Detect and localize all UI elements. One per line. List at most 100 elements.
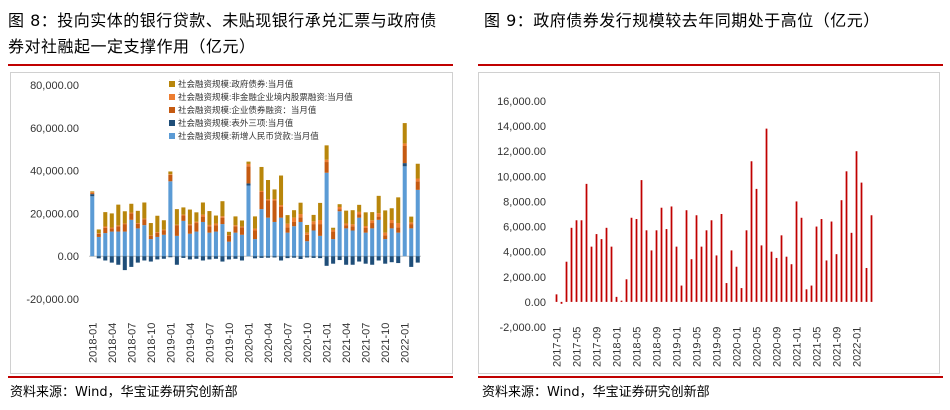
bar: [850, 232, 853, 302]
bar: [720, 214, 723, 302]
bar-segment-2: [148, 235, 153, 240]
bar-segment-1: [259, 256, 264, 258]
bar: [625, 279, 628, 302]
x-tick-label: 2019-01: [165, 323, 177, 363]
bar-segment-3: [298, 214, 303, 218]
bar-segment-4: [324, 145, 329, 160]
bar-segment-3: [129, 212, 134, 214]
bar-segment-4: [226, 231, 231, 236]
bar-segment-1: [376, 256, 381, 261]
bar-segment-4: [233, 216, 238, 226]
legend-swatch: [169, 120, 175, 126]
x-tick-label: 2020-05: [752, 327, 764, 367]
bar: [620, 300, 623, 302]
bar-segment-4: [142, 202, 147, 219]
bar-segment-3: [233, 225, 238, 227]
bar-segment-4: [344, 210, 349, 224]
bar-segment-4: [279, 175, 284, 206]
bar: [755, 188, 758, 302]
bar-segment-0: [298, 221, 303, 257]
right-source-rule: [478, 376, 943, 378]
bar-segment-4: [194, 212, 199, 222]
bar-segment-2: [402, 145, 407, 164]
bar-segment-1: [239, 256, 244, 261]
y-tick-label: 40,000.00: [30, 166, 79, 178]
bar-segment-3: [194, 221, 199, 224]
bar-segment-0: [363, 232, 368, 257]
x-tick-label: 2022-01: [852, 327, 864, 367]
bar-segment-0: [142, 225, 147, 257]
bar: [655, 230, 658, 302]
x-tick-label: 2019-05: [692, 327, 704, 367]
bar-segment-2: [226, 235, 231, 242]
bar-segment-4: [396, 197, 401, 224]
y-tick-label: 8,000.00: [503, 196, 546, 208]
bar-segment-3: [148, 235, 153, 236]
bar-segment-1: [357, 256, 362, 262]
bar: [840, 200, 843, 302]
bar-segment-1: [402, 163, 407, 167]
bar-segment-3: [207, 224, 212, 227]
bar-segment-0: [207, 232, 212, 257]
bar-segment-3: [363, 226, 368, 228]
x-tick-label: 2018-01: [612, 327, 624, 367]
bar: [870, 215, 873, 302]
y-tick-label: 10,000.00: [497, 171, 546, 183]
bar-segment-1: [226, 256, 231, 260]
bar: [560, 301, 563, 304]
bar-segment-2: [350, 226, 355, 231]
bar-segment-2: [409, 224, 414, 229]
bar-segment-0: [233, 232, 238, 257]
bar-segment-2: [194, 223, 199, 232]
bar-segment-0: [194, 231, 199, 257]
bar-segment-3: [220, 216, 225, 218]
bar-segment-0: [148, 239, 153, 257]
bar-segment-4: [357, 204, 362, 212]
bar-segment-4: [266, 180, 271, 200]
bar-segment-1: [383, 256, 388, 264]
bar-segment-1: [220, 256, 225, 262]
bar-segment-0: [200, 221, 205, 257]
bar-segment-4: [292, 210, 297, 218]
bar-segment-4: [350, 210, 355, 225]
bar-segment-2: [389, 223, 394, 229]
bar: [595, 234, 598, 302]
bar-segment-1: [122, 256, 127, 271]
bar-segment-0: [213, 231, 218, 257]
bar-segment-2: [181, 215, 186, 221]
bar-segment-3: [116, 225, 121, 227]
bar: [785, 256, 788, 302]
bar-segment-0: [109, 231, 114, 257]
bar-segment-0: [168, 181, 173, 257]
bar-segment-4: [181, 207, 186, 215]
bar-segment-0: [357, 217, 362, 257]
bar: [670, 206, 673, 302]
left-source-note: 资料来源：Wind，华宝证券研究创新部: [10, 385, 238, 400]
bar: [565, 261, 568, 302]
x-tick-label: 2020-07: [283, 323, 295, 363]
bar-segment-3: [357, 211, 362, 215]
bar: [590, 246, 593, 302]
bar-segment-4: [383, 210, 388, 233]
bar-segment-2: [266, 200, 271, 218]
bar-segment-0: [285, 232, 290, 257]
bar-segment-4: [213, 215, 218, 224]
right-chart-title: 图 9：政府债券发行规模较去年同期处于高位（亿元）: [484, 11, 880, 30]
bar-segment-2: [155, 232, 160, 237]
bar: [770, 251, 773, 302]
bar-segment-3: [174, 224, 179, 226]
bar-segment-1: [142, 256, 147, 261]
x-tick-label: 2021-07: [361, 323, 373, 363]
bar-segment-1: [174, 256, 179, 265]
bar: [845, 171, 848, 302]
bar-segment-4: [331, 227, 336, 230]
bar-segment-4: [337, 204, 342, 207]
bar-segment-1: [155, 256, 160, 260]
government-bond-bar-chart: 16,000.00 14,000.00 12,000.00 10,000.00 8,00…: [497, 96, 873, 367]
bar-segment-4: [370, 212, 375, 221]
bar-segment-2: [129, 213, 134, 220]
bar-segment-3: [337, 206, 342, 210]
bar-segment-1: [213, 256, 218, 259]
bar-segment-0: [318, 235, 323, 257]
bar-segment-0: [116, 231, 121, 257]
